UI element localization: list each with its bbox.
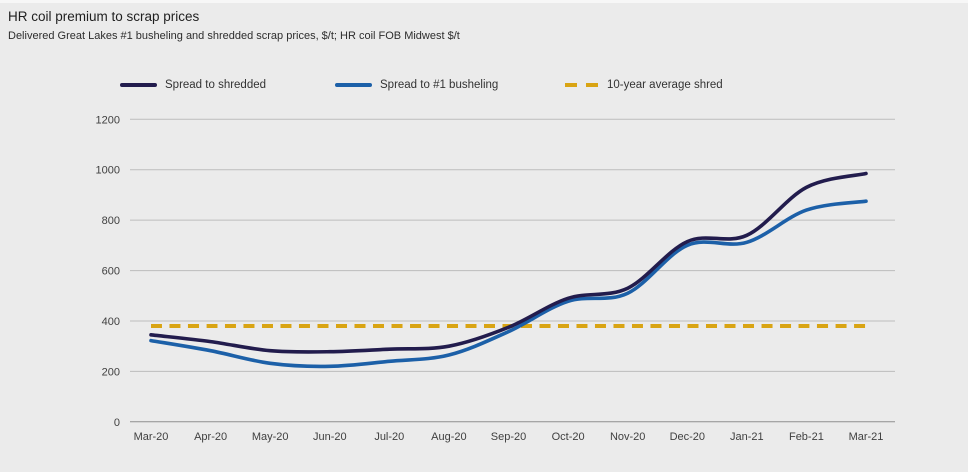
x-tick-label: Aug-20 <box>431 431 466 443</box>
x-tick-label: Feb-21 <box>789 431 824 443</box>
x-tick-label: Apr-20 <box>194 431 227 443</box>
x-tick-label: Dec-20 <box>670 431 705 443</box>
legend-label: Spread to #1 busheling <box>380 78 499 91</box>
y-tick-label: 0 <box>114 417 120 429</box>
x-tick-label: Nov-20 <box>610 431 645 443</box>
legend-label: 10-year average shred <box>607 78 723 91</box>
x-tick-label: Jun-20 <box>313 431 347 443</box>
x-tick-label: Jul-20 <box>374 431 404 443</box>
legend-label: Spread to shredded <box>165 78 267 91</box>
y-tick-label: 800 <box>102 215 120 227</box>
legend-swatch-dashed-gold <box>565 82 599 87</box>
chart-title: HR coil premium to scrap prices <box>8 9 200 24</box>
chart-subtitle: Delivered Great Lakes #1 busheling and s… <box>8 30 460 42</box>
x-tick-label: May-20 <box>252 431 289 443</box>
legend-item-spread-to-busheling: Spread to #1 busheling <box>335 79 565 91</box>
legend-item-spread-to-shredded: Spread to shredded <box>120 79 335 91</box>
legend-swatch-solid-navy <box>120 82 157 87</box>
series-line-spread-to-1-busheling <box>149 199 868 369</box>
x-tick-label: Mar-21 <box>849 431 884 443</box>
y-tick-label: 200 <box>102 366 120 378</box>
series-line-spread-to-shredded <box>149 171 868 354</box>
x-tick-label: Oct-20 <box>552 431 585 443</box>
legend-item-10yr-average-shred: 10-year average shred <box>565 79 723 91</box>
legend-swatch-solid-blue <box>335 82 372 87</box>
x-tick-label: Jan-21 <box>730 431 764 443</box>
y-tick-label: 400 <box>102 316 120 328</box>
x-tick-label: Sep-20 <box>491 431 526 443</box>
top-edge <box>0 0 968 3</box>
y-tick-label: 600 <box>102 266 120 278</box>
y-tick-label: 1200 <box>96 114 120 126</box>
x-tick-label: Mar-20 <box>134 431 169 443</box>
y-tick-label: 1000 <box>96 165 120 177</box>
legend: Spread to shredded Spread to #1 bushelin… <box>120 77 723 92</box>
